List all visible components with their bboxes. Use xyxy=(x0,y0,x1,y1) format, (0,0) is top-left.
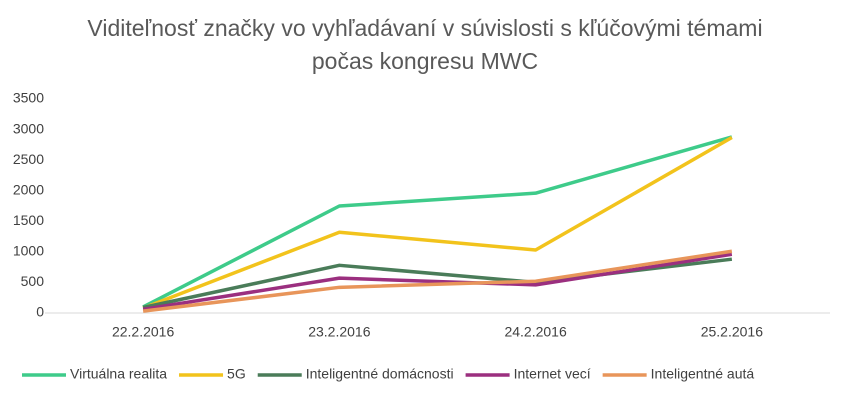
y-tick-label: 1500 xyxy=(13,212,44,228)
y-tick-label: 0 xyxy=(36,304,44,320)
x-tick-label: 23.2.2016 xyxy=(308,324,370,340)
x-tick-label: 24.2.2016 xyxy=(504,324,566,340)
x-tick-label: 25.2.2016 xyxy=(701,324,763,340)
chart-title: Viditeľnosť značky vo vyhľadávaní v súvi… xyxy=(87,15,763,74)
series-line xyxy=(142,135,733,309)
y-tick-label: 500 xyxy=(21,273,45,289)
series-line xyxy=(142,136,733,310)
legend-label: Inteligentné autá xyxy=(651,366,755,382)
y-tick-label: 2000 xyxy=(13,181,44,197)
y-tick-label: 3500 xyxy=(13,90,44,106)
legend-label: 5G xyxy=(227,366,246,382)
legend-label: Internet vecí xyxy=(514,366,591,382)
series-line xyxy=(142,252,733,312)
legend-label: Inteligentné domácnosti xyxy=(306,366,454,382)
y-tick-label: 3000 xyxy=(13,120,44,136)
y-tick-label: 1000 xyxy=(13,243,44,259)
legend-label: Virtuálna realita xyxy=(70,366,167,382)
x-tick-label: 22.2.2016 xyxy=(112,324,174,340)
y-tick-label: 2500 xyxy=(13,151,44,167)
series-line xyxy=(142,249,733,313)
